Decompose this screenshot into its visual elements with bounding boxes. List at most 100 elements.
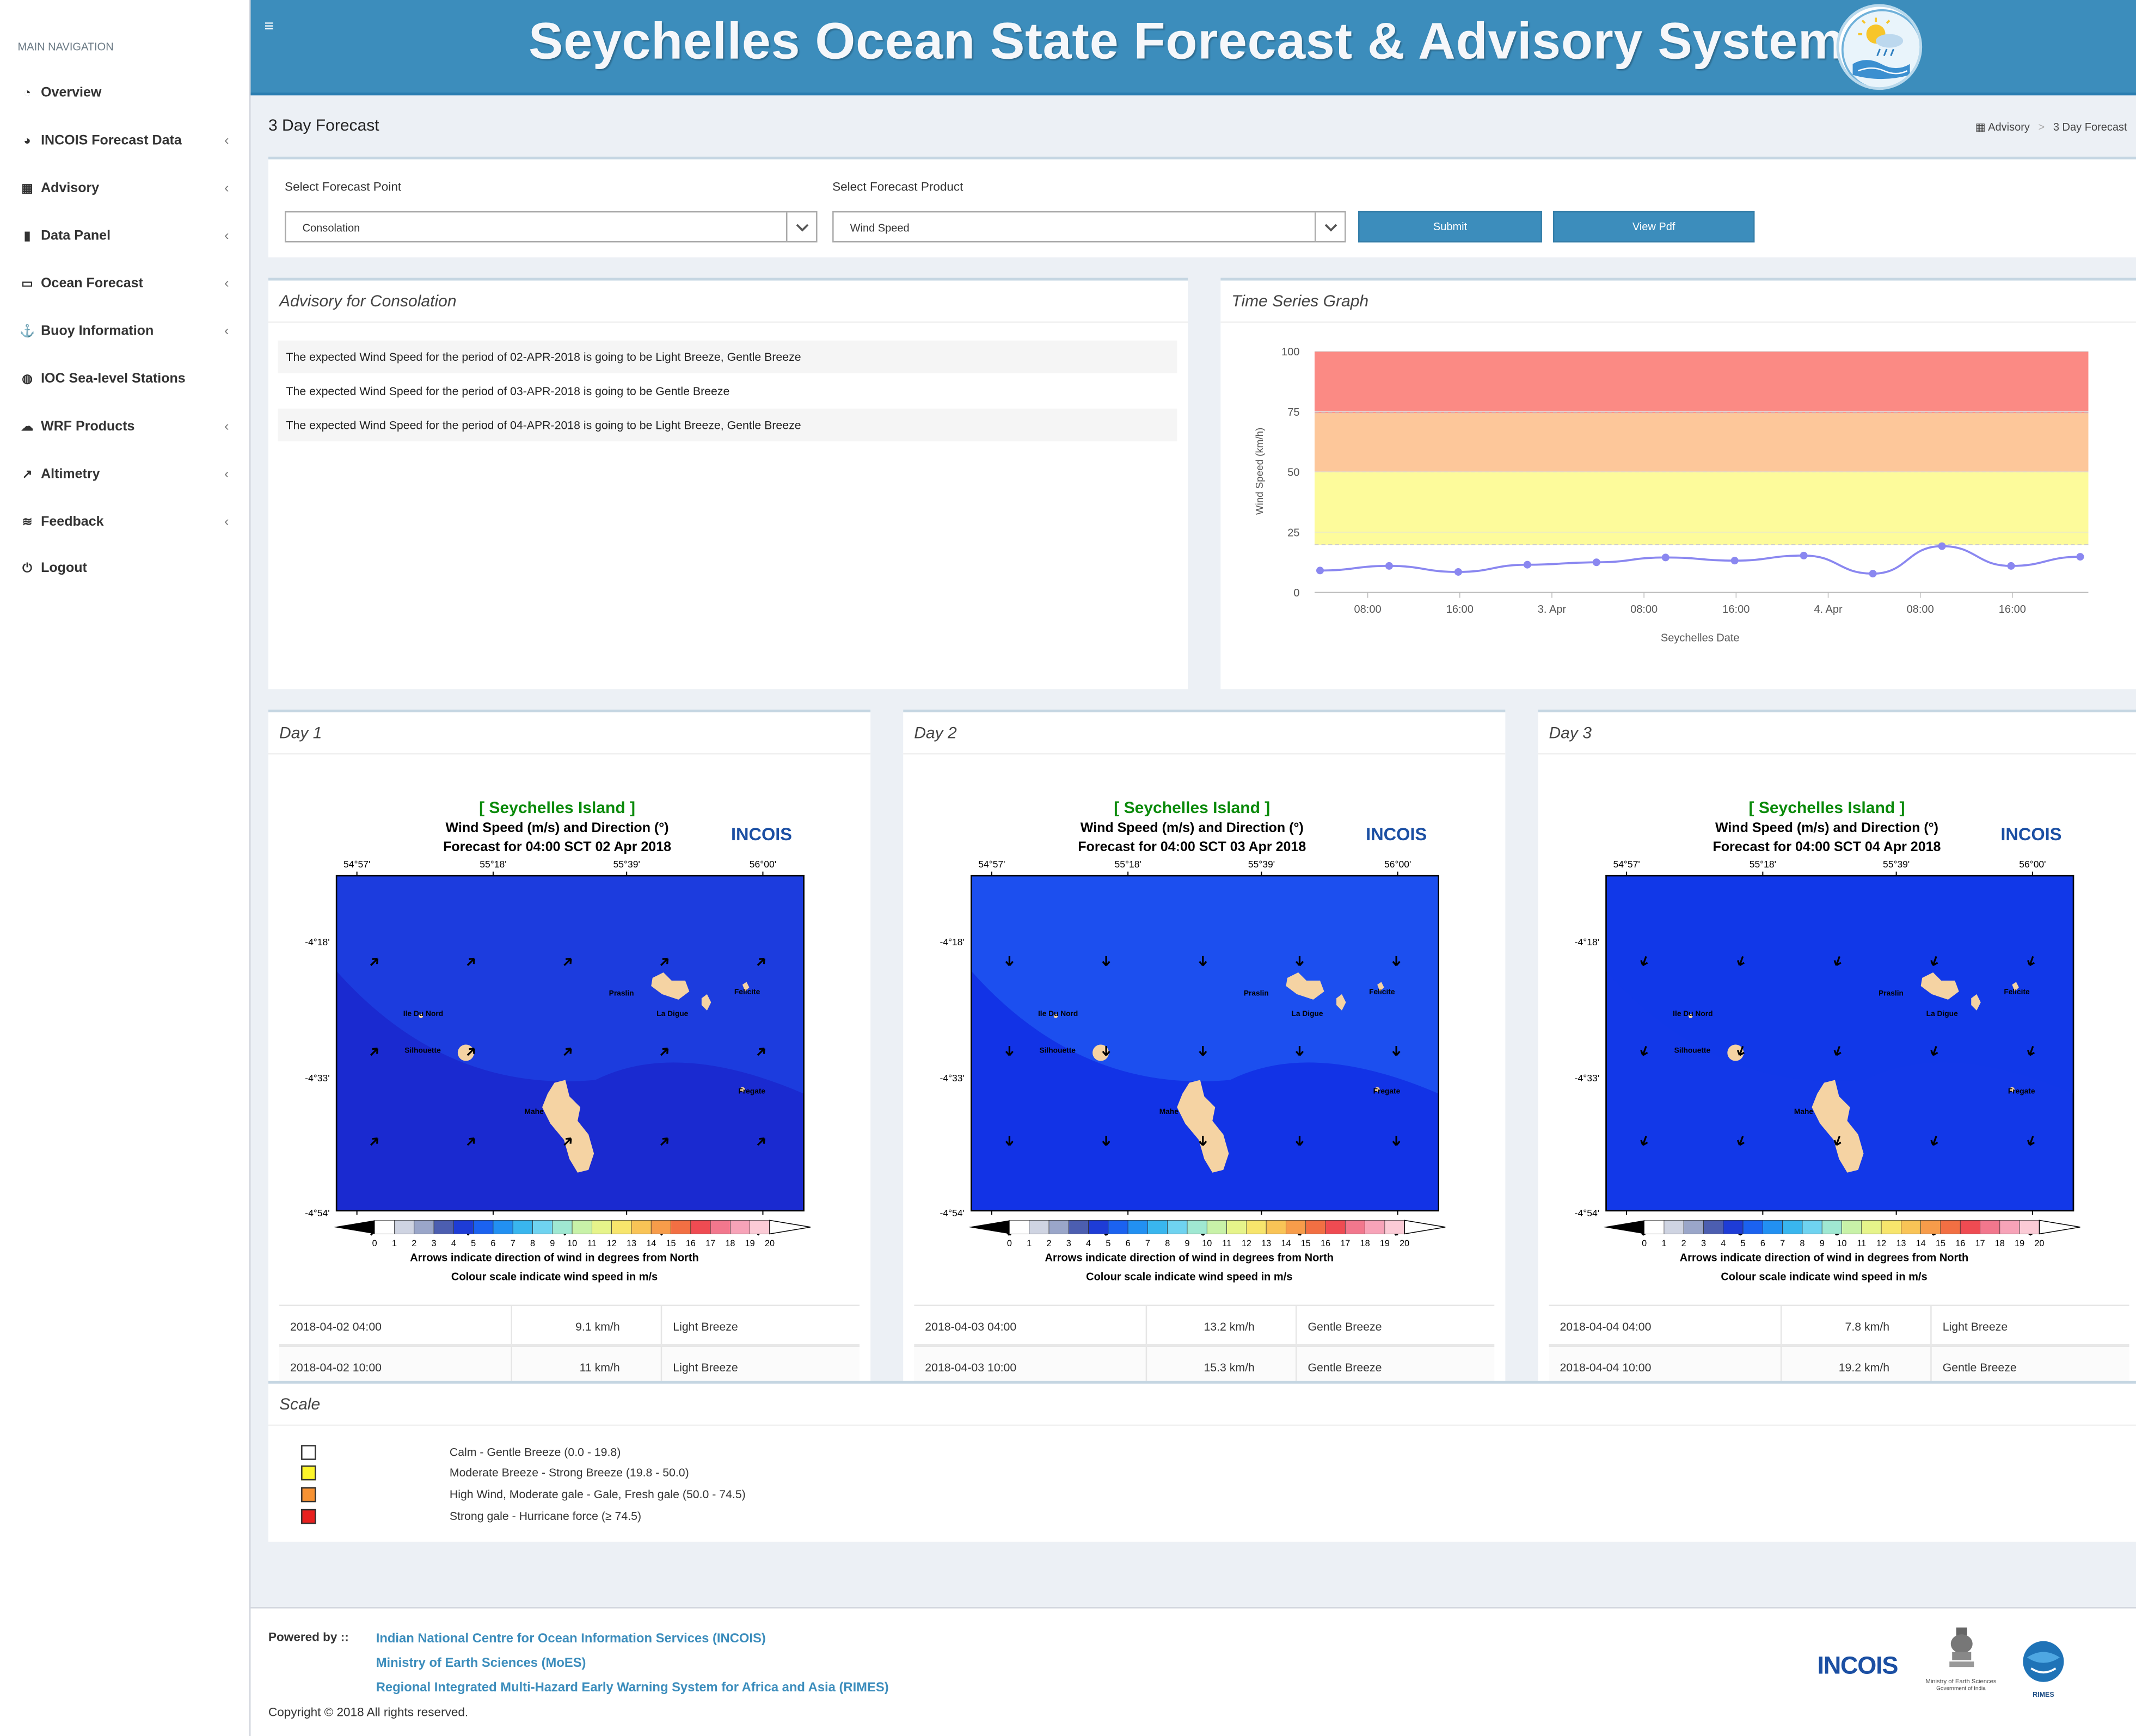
scale-tick-label: 6 [1760,1239,1765,1248]
scale-swatch [1821,1220,1842,1234]
cell-time: 2018-04-04 04:00 [1560,1320,1652,1334]
breadcrumb: ▦ Advisory > 3 Day Forecast [1975,121,2127,134]
map-heading: [ Seychelles Island ] [479,799,635,817]
y-tick-label: 0 [1293,587,1299,599]
chart-band [1315,472,2089,545]
column-divider [1780,1347,1782,1386]
wind-arrow [1005,956,1014,967]
scale-swatch [1644,1220,1665,1234]
scale-tick-label: 10 [567,1239,577,1248]
place-label: Mahe [525,1107,544,1116]
wind-arrow [467,1048,475,1056]
breadcrumb-advisory[interactable]: Advisory [1988,121,2030,134]
scale-tick-label: 3 [1701,1239,1706,1248]
forecast-map[interactable]: [ Seychelles Island ] Wind Speed (m/s) an… [282,793,827,1286]
submit-button[interactable]: Submit [1358,211,1542,243]
forecast-map[interactable]: [ Seychelles Island ] Wind Speed (m/s) an… [917,793,1462,1286]
wind-arrow [1640,956,1648,967]
moes-link[interactable]: Ministry of Earth Sciences (MoES) [376,1656,586,1671]
emblem-icon [1948,1627,1974,1667]
chevron-down-icon [1315,212,1345,241]
sidebar-item-logout[interactable]: ⏻ Logout [0,547,250,588]
scale-swatch [1782,1220,1803,1234]
sidebar-item-data-panel[interactable]: ▮ Data Panel ‹ [0,215,250,256]
place-label: Praslin [1879,989,1904,997]
sidebar-item-incois-forecast-data[interactable]: ◕ INCOIS Forecast Data ‹ [0,120,250,161]
cell-speed: 11 km/h [579,1361,620,1375]
day-title: Day 1 [268,712,871,755]
scale-swatch [650,1220,671,1234]
sidebar-item-ocean-forecast[interactable]: ▭ Ocean Forecast ‹ [0,263,250,304]
sidebar-item-label: WRF Products [41,418,135,434]
scale-tick-label: 2 [1681,1239,1686,1248]
chevron-left-icon: ‹ [224,466,229,482]
island-la-digue [1971,994,1981,1011]
map-frame [1605,875,2074,1212]
longitude-label: 54°57' [1613,859,1640,870]
sidebar-item-altimetry[interactable]: ↗ Altimetry ‹ [0,453,250,494]
scale-tick-label: 4 [1086,1239,1091,1248]
sidebar-item-advisory[interactable]: ▦ Advisory ‹ [0,168,250,208]
column-divider [511,1306,512,1345]
longitude-label: 55°18' [1750,859,1776,870]
data-point [1454,568,1462,576]
forecast-point-select[interactable]: Consolation [285,211,818,243]
wind-arrow [1199,956,1207,967]
scale-tick-label: 19 [745,1239,755,1248]
wind-arrow [1833,1136,1842,1146]
sidebar-item-ioc-sea-level-stations[interactable]: ◍ IOC Sea-level Stations [0,358,250,399]
cell-desc: Light Breeze [673,1320,738,1334]
dashboard-icon: ◔ [23,85,31,100]
latitude-label: -4°18' [1575,937,1599,947]
column-divider [511,1347,512,1386]
scale-swatch [1762,1220,1783,1234]
wind-arrow [1392,956,1401,967]
incois-link[interactable]: Indian National Centre for Ocean Informa… [376,1632,766,1647]
data-point [1869,570,1877,578]
globe-icon: ◍ [22,371,33,385]
cloud-icon: ☁ [21,418,34,433]
sidebar-item-label: INCOIS Forecast Data [41,133,182,148]
breadcrumb-separator: > [2038,121,2045,134]
scale-tick-label: 0 [372,1239,377,1248]
sidebar-item-wrf-products[interactable]: ☁ WRF Products ‹ [0,406,250,447]
scale-tick-label: 1 [1661,1239,1666,1248]
column-divider [660,1347,662,1386]
y-tick-label: 25 [1287,527,1299,539]
island-fregate [740,1087,745,1092]
rimes-link[interactable]: Regional Integrated Multi-Hazard Early W… [376,1680,889,1696]
sidebar-item-feedback[interactable]: ≋ Feedback ‹ [0,501,250,542]
menu-toggle-icon[interactable]: ≡ [264,16,274,36]
sidebar-item-overview[interactable]: ◔ Overview [0,72,250,113]
scale-tick-label: 11 [1222,1239,1231,1248]
column-divider [660,1306,662,1345]
advisory-title: Advisory for Consolation [268,281,1188,323]
x-tick-label: 16:00 [1446,604,1474,615]
scale-arrow-right [769,1220,811,1235]
rss-icon: ≋ [22,514,33,528]
place-label: Praslin [609,989,634,997]
cell-speed: 15.3 km/h [1204,1361,1255,1375]
sidebar-item-buoy-information[interactable]: ⚓ Buoy Information ‹ [0,311,250,352]
y-tick-label: 75 [1287,407,1299,418]
x-tick-label: 08:00 [1907,604,1934,615]
wind-arrow [1833,956,1842,967]
scale-swatch [671,1220,691,1234]
forecast-product-select[interactable]: Wind Speed [832,211,1346,243]
scale-tick-label: 3 [432,1239,437,1248]
longitude-label: 55°18' [1115,859,1141,870]
copyright: Copyright © 2018 All rights reserved. [268,1705,469,1719]
forecast-map[interactable]: [ Seychelles Island ] Wind Speed (m/s) an… [1551,793,2096,1286]
island-mahe [542,1080,594,1173]
view-pdf-button[interactable]: View Pdf [1552,211,1755,243]
scale-swatch [710,1220,731,1234]
scale-swatch [1305,1220,1326,1234]
globe-icon [2023,1641,2064,1682]
latitude-label: -4°33' [940,1073,964,1084]
place-label: Silhouette [1674,1046,1711,1055]
map-footnote: Colour scale indicate wind speed in m/s [451,1271,658,1283]
place-label: Silhouette [1039,1046,1076,1055]
scale-tick-label: 17 [705,1239,715,1248]
scale-tick-label: 8 [1165,1239,1170,1248]
island-silhouette [457,1044,474,1061]
